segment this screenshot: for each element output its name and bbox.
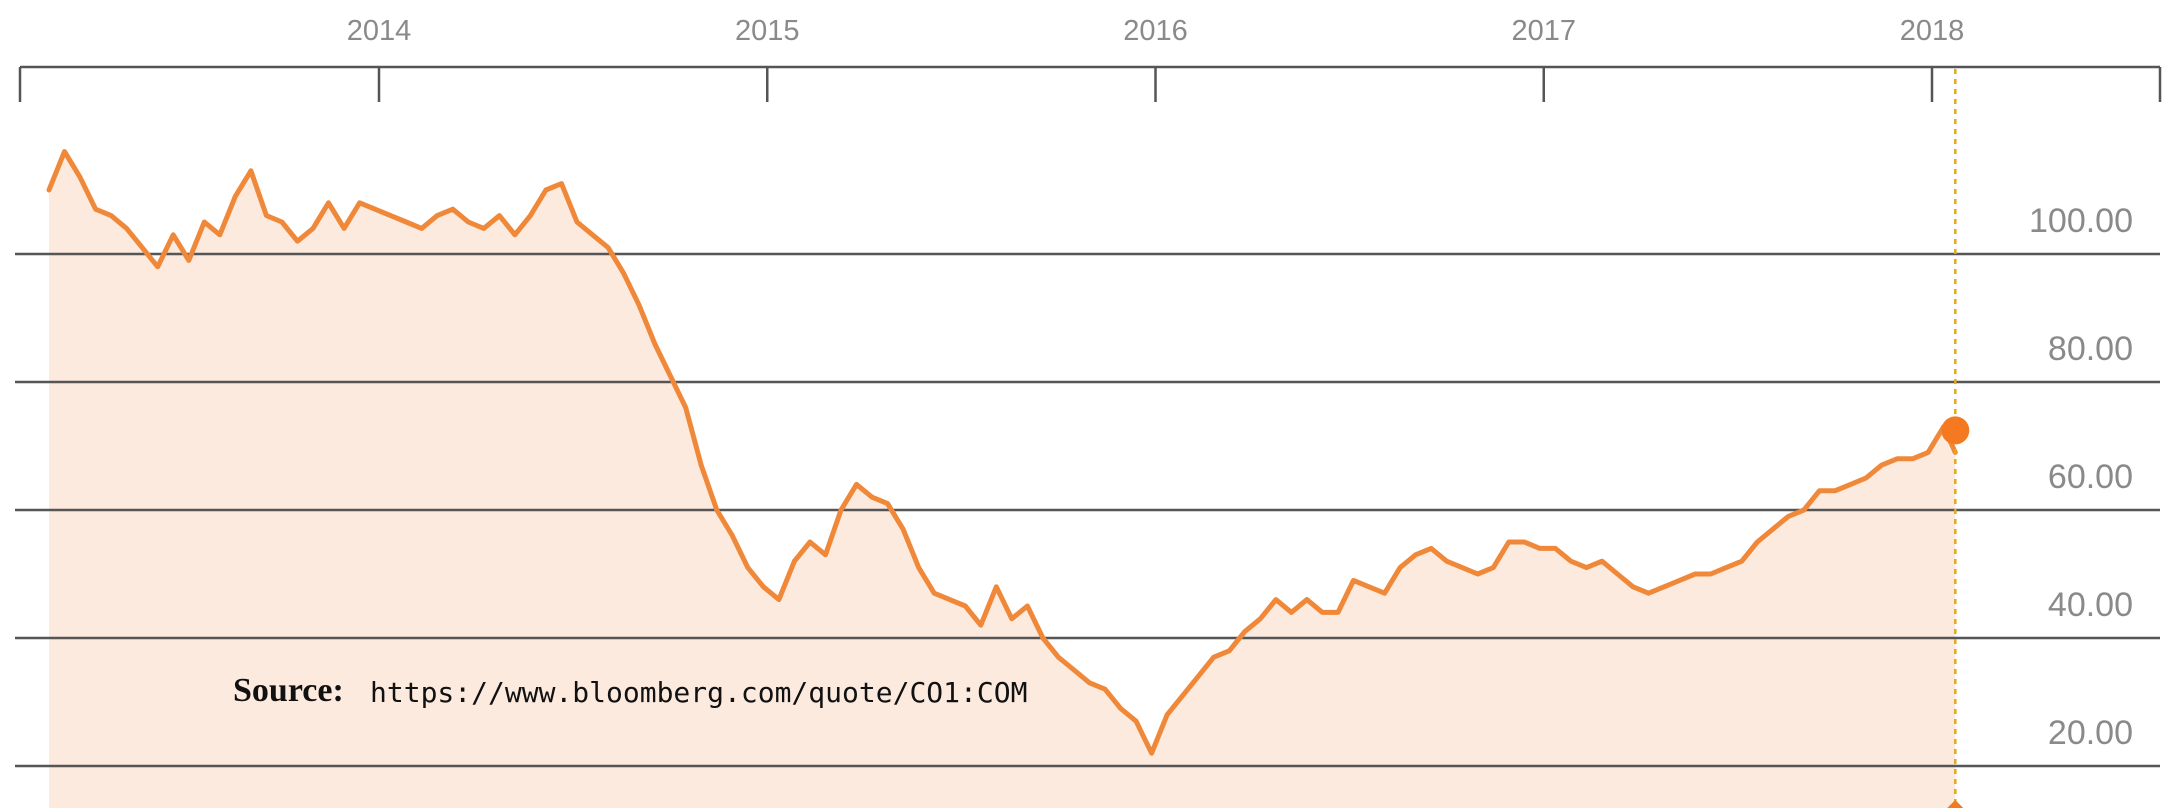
price-line	[46, 149, 1958, 756]
current-value-dot	[1941, 416, 1970, 445]
area-fill	[49, 151, 1956, 808]
source-url: https://www.bloomberg.com/quote/CO1:COM	[370, 676, 1028, 709]
x-tick-label: 2017	[1511, 15, 1576, 47]
current-date-pointer	[1947, 800, 1964, 808]
source-label: Source:	[233, 672, 344, 709]
y-axis-labels: 100.00 80.00 60.00 40.00 20.00	[2029, 202, 2133, 752]
price-line-layer	[46, 149, 1958, 756]
y-tick-label: 80.00	[2048, 330, 2133, 368]
x-axis: 2014 2015 2016 2017 2018	[18, 15, 2162, 102]
y-tick-label: 100.00	[2029, 202, 2133, 240]
x-tick-label: 2014	[347, 15, 412, 47]
x-tick-label: 2018	[1900, 15, 1965, 47]
x-tick-label: 2015	[735, 15, 800, 47]
y-tick-label: 20.00	[2048, 714, 2133, 752]
x-tick-label: 2016	[1123, 15, 1188, 47]
y-tick-label: 40.00	[2048, 586, 2133, 624]
area-fill-layer	[49, 151, 1956, 808]
current-marker-layer	[1941, 69, 1970, 808]
y-tick-label: 60.00	[2048, 458, 2133, 496]
